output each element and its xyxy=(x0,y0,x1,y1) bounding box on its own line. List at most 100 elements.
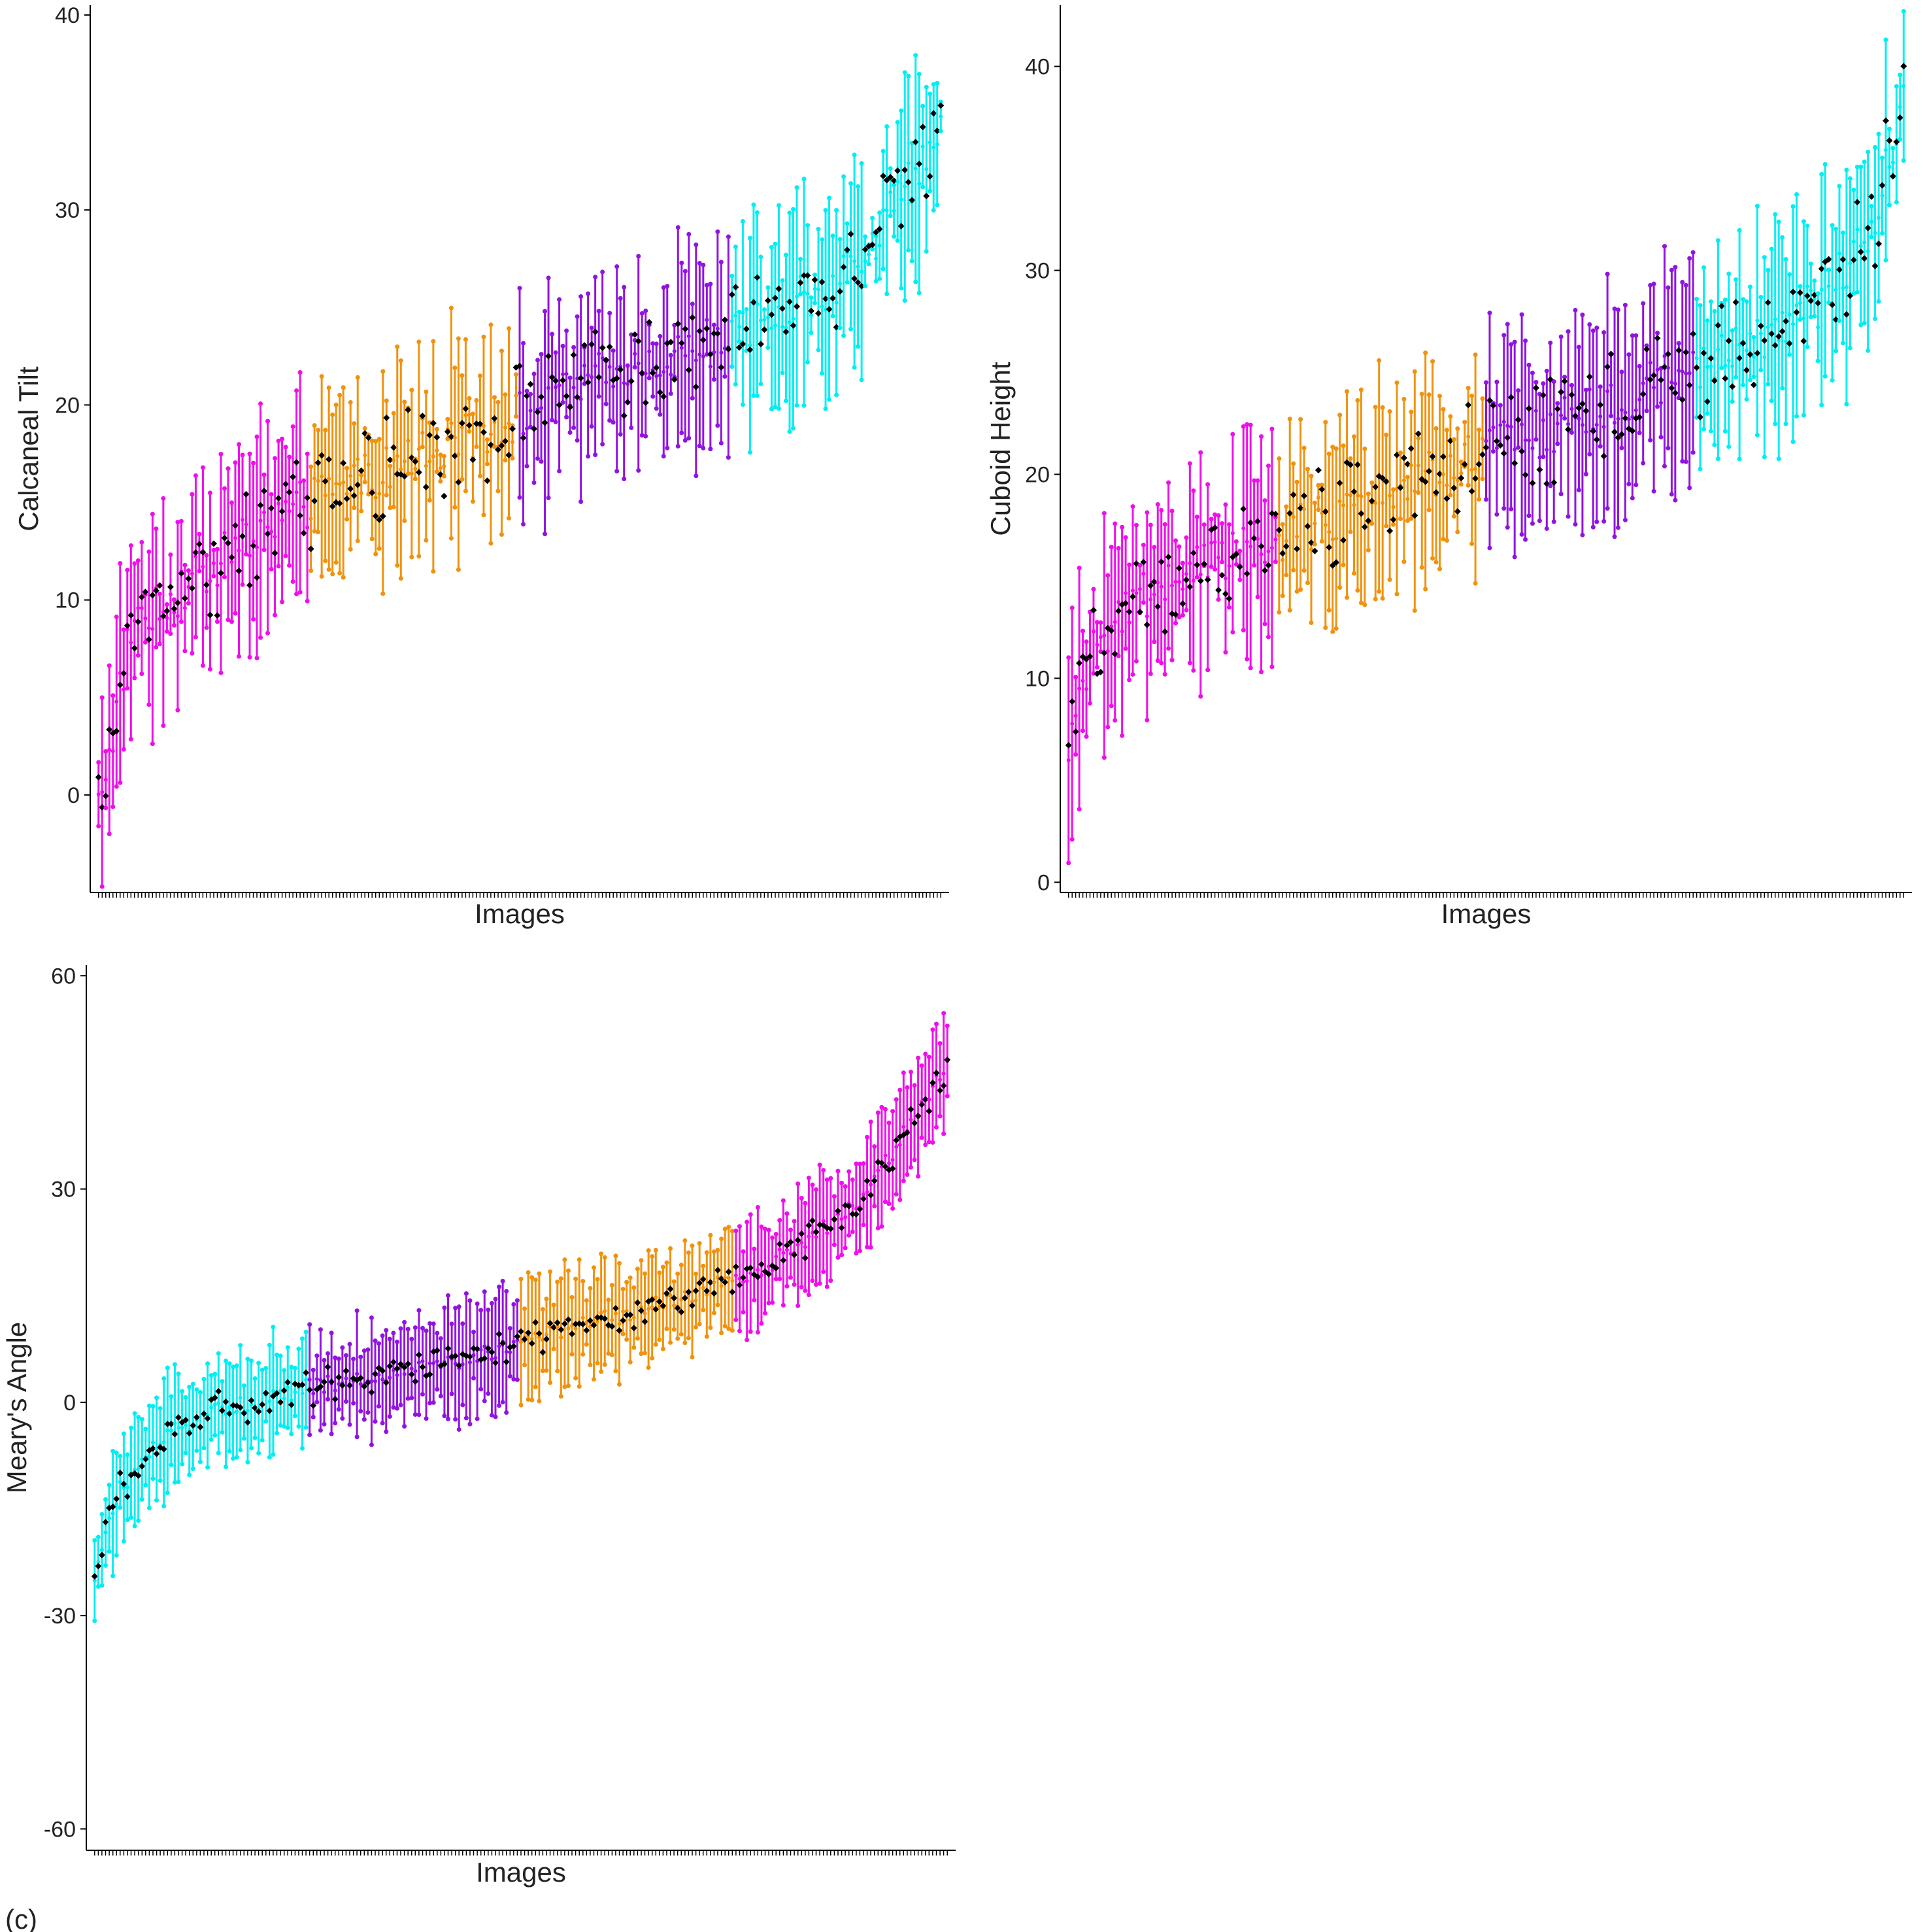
cuboid-height-error-bar-end xyxy=(1826,267,1832,273)
cuboid-height-predicted-point xyxy=(1701,346,1706,350)
cuboid-height-error-bar-end xyxy=(1866,348,1871,353)
mearys-angle-predicted-point xyxy=(184,1423,188,1427)
cuboid-height-error-bar-end xyxy=(1358,387,1364,392)
mearys-angle-error-bar-end xyxy=(886,1120,892,1125)
calcaneal-tilt-observed-point xyxy=(307,545,314,552)
mearys-angle-observed-point xyxy=(681,1295,688,1302)
mearys-angle-error-bar-end xyxy=(726,1225,731,1230)
cuboid-height-observed-point xyxy=(1450,484,1458,492)
mearys-angle-predicted-point xyxy=(176,1425,180,1430)
cuboid-height-error-bar-end xyxy=(1847,176,1852,181)
cuboid-height-predicted-point xyxy=(1095,643,1099,647)
calcaneal-tilt-predicted-point xyxy=(366,462,371,467)
calcaneal-tilt-error-bar-end xyxy=(877,210,882,215)
cuboid-height-observed-point xyxy=(1807,297,1815,304)
mearys-angle-predicted-point xyxy=(92,1578,97,1583)
calcaneal-tilt-predicted-point xyxy=(816,287,821,292)
calcaneal-tilt-error-bar-end xyxy=(316,530,321,535)
cuboid-height-observed-point xyxy=(1361,524,1368,531)
calcaneal-tilt-observed-point xyxy=(314,459,322,466)
calcaneal-tilt-observed-point xyxy=(603,356,610,364)
calcaneal-tilt-predicted-point xyxy=(669,372,673,377)
cuboid-height-error-bar-end xyxy=(1184,607,1189,613)
cuboid-height-predicted-point xyxy=(1401,478,1406,483)
calcaneal-tilt-error-bar-end xyxy=(305,451,310,456)
mearys-angle-error-bar-end xyxy=(201,1446,207,1451)
cuboid-height-predicted-point xyxy=(1766,325,1770,330)
calcaneal-tilt-predicted-point xyxy=(262,510,267,515)
calcaneal-tilt-error-bar-end xyxy=(229,619,234,624)
cuboid-height-predicted-point xyxy=(1462,442,1467,447)
mearys-angle-error-bar-end xyxy=(358,1354,363,1359)
mearys-angle-error-bar-end xyxy=(387,1414,392,1419)
mearys-angle-observed-point xyxy=(215,1387,222,1395)
cuboid-height-observed-point xyxy=(1358,510,1365,517)
calcaneal-tilt-observed-point xyxy=(534,409,541,416)
cuboid-height-error-bar-end xyxy=(1341,443,1346,449)
calcaneal-tilt-y-tick-label: 40 xyxy=(55,3,80,28)
cuboid-height-error-bar-end xyxy=(1309,620,1314,625)
mearys-angle-error-bar-end xyxy=(923,1142,928,1147)
calcaneal-tilt-observed-point xyxy=(192,549,199,556)
mearys-angle-error-bar-end xyxy=(460,1321,465,1327)
cuboid-height-error-bar-end xyxy=(1091,671,1096,676)
calcaneal-tilt-error-bar-end xyxy=(96,760,101,765)
cuboid-height-x-axis-title: Images xyxy=(1441,898,1532,929)
cuboid-height-predicted-point xyxy=(1609,383,1613,388)
cuboid-height-error-bar-end xyxy=(1366,548,1371,553)
mearys-angle-observed-point xyxy=(102,1518,109,1525)
cuboid-height-error-bar-end xyxy=(1145,717,1150,722)
cuboid-height-error-bar-end xyxy=(1662,464,1667,469)
mearys-angle-error-bar-end xyxy=(755,1330,760,1335)
cuboid-height-error-bar-end xyxy=(1626,481,1632,486)
calcaneal-tilt-error-bar-end xyxy=(233,460,238,466)
calcaneal-tilt-error-bar-end xyxy=(769,407,774,412)
cuboid-height-error-bar-end xyxy=(1655,330,1660,335)
cuboid-height-error-bar-end xyxy=(1744,397,1749,402)
mearys-angle-error-bar-end xyxy=(784,1283,790,1289)
calcaneal-tilt-error-bar-end xyxy=(251,617,256,622)
calcaneal-tilt-observed-point xyxy=(858,282,865,290)
cuboid-height-predicted-point xyxy=(1359,494,1364,499)
mearys-angle-error-bar-end xyxy=(897,1087,903,1093)
calcaneal-tilt-observed-point xyxy=(761,326,768,333)
mearys-angle-predicted-point xyxy=(493,1356,497,1361)
calcaneal-tilt-error-bar-end xyxy=(769,245,774,250)
cuboid-height-error-bar-end xyxy=(1194,515,1199,520)
mearys-angle-predicted-point xyxy=(402,1372,407,1376)
mearys-angle-error-bar-end xyxy=(788,1227,794,1232)
calcaneal-tilt-predicted-point xyxy=(438,466,443,470)
calcaneal-tilt-observed-point xyxy=(675,320,682,328)
cuboid-height-predicted-point xyxy=(1259,552,1264,556)
cuboid-height-predicted-point xyxy=(1619,407,1624,412)
mearys-angle-error-bar-end xyxy=(745,1219,750,1225)
mearys-angle-error-bar-end xyxy=(369,1442,374,1448)
mearys-angle-error-bar-end xyxy=(187,1384,192,1389)
calcaneal-tilt-predicted-point xyxy=(172,610,176,615)
mearys-angle-error-bar-end xyxy=(766,1300,771,1306)
mearys-angle-observed-point xyxy=(637,1307,645,1314)
cuboid-height-predicted-point xyxy=(1726,358,1731,363)
calcaneal-tilt-observed-point xyxy=(714,330,721,337)
mearys-angle-error-bar-end xyxy=(518,1276,524,1281)
cuboid-height-error-bar-end xyxy=(1401,396,1407,401)
mearys-angle-observed-point xyxy=(856,1206,863,1213)
calcaneal-tilt-observed-point xyxy=(458,420,465,427)
calcaneal-tilt-error-bar-end xyxy=(107,663,112,668)
calcaneal-tilt-observed-point xyxy=(890,177,897,184)
mearys-angle-error-bar-end xyxy=(894,1192,899,1197)
calcaneal-tilt-predicted-point xyxy=(676,335,680,339)
calcaneal-tilt-predicted-point xyxy=(784,326,788,330)
mearys-angle-error-bar-end xyxy=(675,1271,680,1276)
calcaneal-tilt-error-bar-end xyxy=(837,326,843,331)
calcaneal-tilt-observed-point xyxy=(354,481,361,488)
calcaneal-tilt-observed-point xyxy=(804,272,811,279)
mearys-angle-error-bar-end xyxy=(146,1505,152,1510)
cuboid-height-predicted-point xyxy=(1816,325,1820,330)
mearys-angle-error-bar-end xyxy=(635,1336,640,1341)
cuboid-height-error-bar-end xyxy=(1840,230,1845,235)
cuboid-height-observed-point xyxy=(1454,508,1461,515)
cuboid-height-observed-point xyxy=(1322,508,1329,515)
cuboid-height-predicted-point xyxy=(1423,469,1428,473)
calcaneal-tilt-predicted-point xyxy=(686,334,691,339)
